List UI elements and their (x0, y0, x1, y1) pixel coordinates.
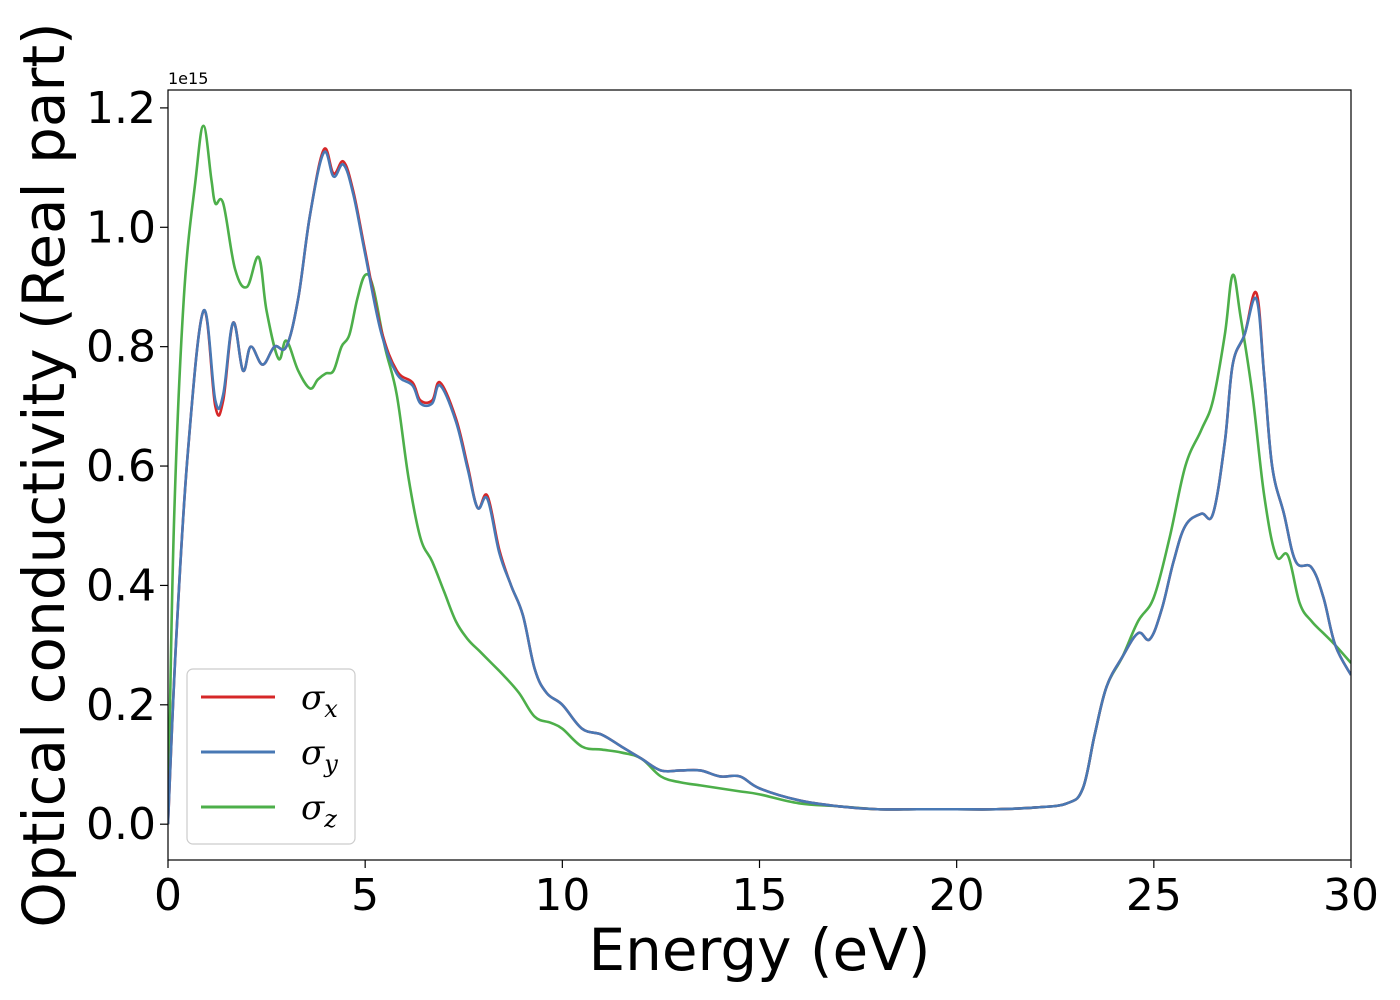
y-tick-label: 0.2 (86, 680, 156, 731)
x-axis-label: Energy (eV) (588, 916, 930, 984)
y-tick-label: 0.0 (86, 799, 156, 850)
x-tick-label: 5 (351, 870, 379, 921)
legend-label-sigma-y: σy (301, 733, 338, 778)
y-axis-label: Optical conductivity (Real part) (10, 22, 78, 927)
y-tick-label: 1.2 (86, 83, 156, 134)
y-tick-label: 1.0 (86, 202, 156, 253)
x-tick-label: 10 (534, 870, 590, 921)
legend-label-sigma-x: σx (301, 678, 338, 723)
legend-box (186, 668, 356, 845)
y-tick-label: 0.6 (86, 441, 156, 492)
series-line-sigma-z (168, 124, 1351, 825)
legend-label-sigma-z: σz (301, 788, 337, 833)
series-line-sigma-y (168, 150, 1351, 825)
y-offset-label: 1e15 (168, 69, 208, 88)
y-tick-label: 0.4 (86, 560, 156, 611)
series-layer (168, 124, 1351, 825)
x-tick-label: 30 (1323, 870, 1379, 921)
x-tick-label: 15 (732, 870, 788, 921)
legend: σx σy σz (186, 668, 356, 845)
x-tick-label: 0 (154, 870, 182, 921)
x-tick-label: 20 (929, 870, 985, 921)
y-tick-label: 0.8 (86, 322, 156, 373)
x-axis-ticks: 0 5 10 15 20 25 30 (154, 860, 1379, 921)
x-tick-label: 25 (1126, 870, 1182, 921)
y-axis-ticks: 0.0 0.2 0.4 0.6 0.8 1.0 1.2 (86, 83, 168, 850)
